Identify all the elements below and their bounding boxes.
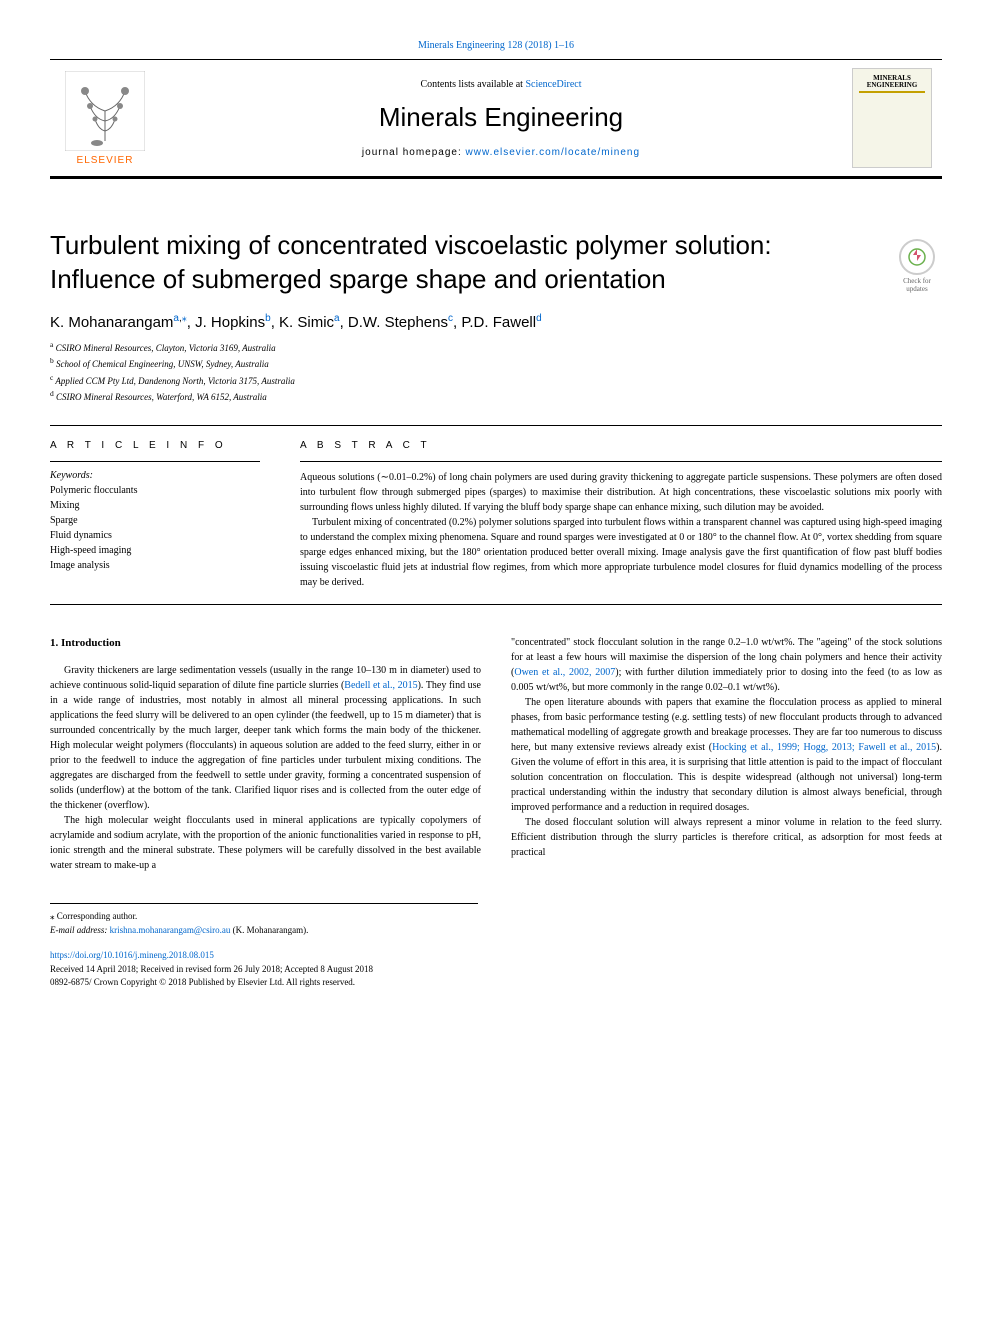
check-updates-label: Check for updates (892, 277, 942, 293)
body-col-left: 1. Introduction Gravity thickeners are l… (50, 635, 481, 874)
journal-header: ELSEVIER Contents lists available at Sci… (50, 59, 942, 179)
copyright: 0892-6875/ Crown Copyright © 2018 Publis… (50, 976, 942, 990)
contents-available: Contents lists available at ScienceDirec… (160, 79, 842, 90)
email-link[interactable]: krishna.mohanarangam@csiro.au (110, 925, 231, 935)
info-abstract-row: A R T I C L E I N F O Keywords: Polymeri… (50, 440, 942, 605)
publisher-name: ELSEVIER (77, 155, 134, 166)
authors-list: K. Mohanarangama,⁎, J. Hopkinsb, K. Simi… (50, 313, 942, 331)
body-col-right: "concentrated" stock flocculant solution… (511, 635, 942, 874)
footer: https://doi.org/10.1016/j.mineng.2018.08… (50, 949, 942, 990)
check-updates-badge[interactable]: Check for updates (892, 239, 942, 293)
header-center: Contents lists available at ScienceDirec… (160, 60, 842, 176)
abstract-p2: Turbulent mixing of concentrated (0.2%) … (300, 515, 942, 590)
cover-title: MINERALS ENGINEERING (859, 75, 925, 93)
article-info-label: A R T I C L E I N F O (50, 440, 260, 451)
body-p: The dosed flocculant solution will alway… (511, 815, 942, 860)
journal-cover-box: MINERALS ENGINEERING (842, 60, 942, 176)
body-p: Gravity thickeners are large sedimentati… (50, 663, 481, 813)
divider (50, 425, 942, 426)
keywords-label: Keywords: (50, 470, 260, 481)
corresponding-author: ⁎ Corresponding author. (50, 910, 478, 924)
article-info-col: A R T I C L E I N F O Keywords: Polymeri… (50, 440, 260, 590)
abstract-label: A B S T R A C T (300, 440, 942, 451)
body-columns: 1. Introduction Gravity thickeners are l… (50, 635, 942, 874)
affiliations: a CSIRO Mineral Resources, Clayton, Vict… (50, 339, 942, 405)
elsevier-tree-icon (65, 71, 145, 151)
section-1-title: 1. Introduction (50, 635, 481, 652)
doi-link[interactable]: https://doi.org/10.1016/j.mineng.2018.08… (50, 950, 214, 960)
body-p: The high molecular weight flocculants us… (50, 813, 481, 873)
citation-link[interactable]: Minerals Engineering 128 (2018) 1–16 (418, 40, 574, 51)
footnotes: ⁎ Corresponding author. E-mail address: … (50, 903, 478, 937)
keywords-list: Polymeric flocculantsMixingSpargeFluid d… (50, 483, 260, 573)
check-updates-icon (899, 239, 935, 275)
email-line: E-mail address: krishna.mohanarangam@csi… (50, 924, 478, 938)
sciencedirect-link[interactable]: ScienceDirect (525, 79, 581, 90)
homepage-link[interactable]: www.elsevier.com/locate/mineng (466, 147, 641, 158)
abstract-p1: Aqueous solutions (∼0.01–0.2%) of long c… (300, 470, 942, 515)
body-p: "concentrated" stock flocculant solution… (511, 635, 942, 695)
abstract-text: Aqueous solutions (∼0.01–0.2%) of long c… (300, 461, 942, 590)
article-dates: Received 14 April 2018; Received in revi… (50, 963, 942, 977)
abstract-col: A B S T R A C T Aqueous solutions (∼0.01… (300, 440, 942, 590)
journal-citation: Minerals Engineering 128 (2018) 1–16 (50, 40, 942, 51)
article-header: Turbulent mixing of concentrated viscoel… (50, 229, 942, 405)
journal-homepage: journal homepage: www.elsevier.com/locat… (160, 147, 842, 158)
journal-cover-thumb[interactable]: MINERALS ENGINEERING (852, 68, 932, 168)
journal-name: Minerals Engineering (160, 102, 842, 133)
article-title: Turbulent mixing of concentrated viscoel… (50, 229, 942, 297)
body-p: The open literature abounds with papers … (511, 695, 942, 815)
publisher-logo-box: ELSEVIER (50, 60, 160, 176)
